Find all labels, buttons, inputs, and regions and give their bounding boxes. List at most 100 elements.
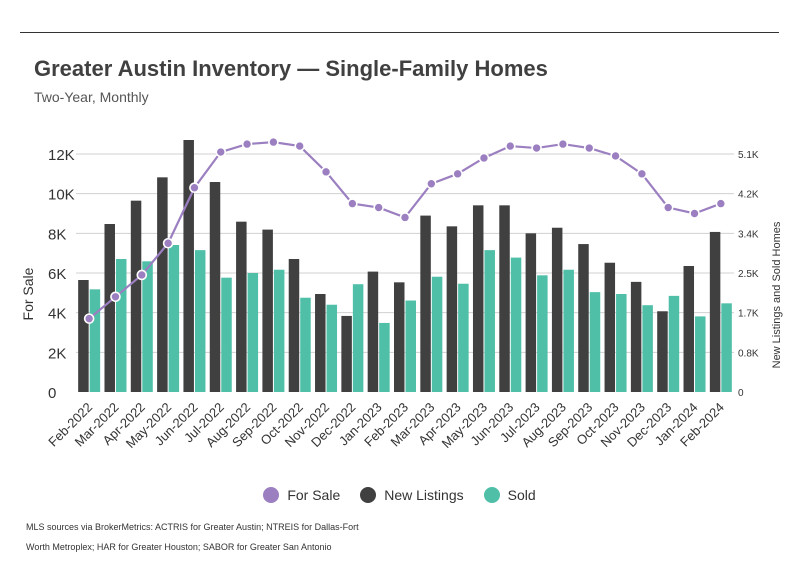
bar-new-listings (183, 140, 194, 392)
bar-new-listings (288, 259, 300, 392)
bar-sold (537, 275, 548, 392)
bar-sold (326, 304, 338, 392)
point-for-sale (268, 136, 279, 148)
point-for-sale (136, 269, 148, 281)
bar-sold (221, 277, 232, 392)
bar-sold (194, 250, 206, 392)
footnote-line-2: Worth Metroplex; HAR for Greater Houston… (26, 542, 332, 552)
legend-item-new-listings[interactable]: New Listings (360, 487, 464, 503)
page-title: Greater Austin Inventory — Single-Family… (34, 56, 548, 81)
bar-sold (510, 257, 522, 392)
point-for-sale (689, 208, 700, 219)
legend-label-new-listings: New Listings (384, 487, 464, 503)
bar-new-listings (551, 227, 563, 392)
chart-legend: For Sale New Listings Sold (0, 487, 799, 503)
point-for-sale (241, 138, 253, 150)
bar-sold (115, 259, 127, 392)
point-for-sale (504, 140, 516, 152)
point-for-sale (110, 291, 121, 303)
y-left-tick-label: 6K (48, 266, 66, 283)
bar-sold (484, 250, 495, 392)
point-for-sale (347, 198, 358, 209)
legend-label-for-sale: For Sale (287, 487, 341, 503)
bar-sold (695, 316, 706, 392)
bar-sold (616, 294, 627, 392)
point-for-sale (294, 140, 306, 152)
point-for-sale (83, 313, 95, 324)
bar-new-listings (657, 311, 668, 392)
y-right-axis-title: New Listings and Sold Homes (771, 221, 783, 368)
point-for-sale (531, 142, 542, 154)
bar-new-listings (525, 233, 537, 392)
bar-sold (721, 303, 732, 392)
y-right-tick-label: 0 (738, 388, 744, 399)
bar-sold (273, 269, 285, 392)
footnote-line-1: MLS sources via BrokerMetrics: ACTRIS fo… (26, 522, 359, 532)
page-subtitle: Two-Year, Monthly (34, 89, 149, 105)
point-for-sale (610, 150, 621, 162)
bar-sold (168, 245, 180, 392)
bar-new-listings (130, 200, 142, 392)
bar-sold (563, 269, 574, 392)
bar-new-listings (367, 271, 379, 392)
point-for-sale (636, 168, 648, 180)
point-for-sale (557, 138, 569, 150)
point-for-sale (162, 237, 174, 249)
bar-sold (431, 276, 443, 392)
y-right-tick-label: 4.2K (738, 190, 759, 201)
y-left-axis-title: For Sale (20, 267, 36, 320)
bar-sold (668, 295, 680, 392)
bar-sold (247, 273, 259, 392)
y-right-tick-label: 1.7K (738, 309, 759, 320)
point-for-sale (399, 212, 411, 223)
legend-swatch-new-listings (360, 487, 377, 503)
bar-new-listings (683, 266, 695, 392)
point-for-sale (662, 202, 674, 213)
bar-new-listings (104, 224, 115, 392)
bar-sold (142, 261, 153, 392)
bar-sold (458, 283, 469, 392)
top-rule (20, 32, 779, 33)
y-left-tick-label: 8K (48, 226, 66, 243)
point-for-sale (215, 146, 227, 158)
bar-sold (405, 300, 416, 392)
bar-sold (300, 297, 311, 392)
legend-swatch-sold (483, 487, 500, 503)
y-right-tick-label: 2.5K (738, 269, 759, 280)
y-right-tick-label: 5.1K (738, 150, 759, 161)
bar-new-listings (446, 226, 458, 392)
y-right-tick-label: 0.8K (738, 348, 759, 359)
bar-new-listings (604, 262, 616, 392)
y-left-tick-label: 4K (48, 306, 66, 323)
point-for-sale (452, 168, 463, 180)
y-right-tick-label: 3.4K (738, 229, 759, 240)
point-for-sale (189, 182, 200, 194)
bar-sold (642, 305, 653, 392)
legend-label-sold: Sold (507, 487, 536, 503)
point-for-sale (478, 152, 490, 164)
legend-item-sold[interactable]: Sold (483, 487, 536, 503)
bar-new-listings (315, 294, 326, 392)
y-left-tick-label: 0 (48, 385, 56, 402)
chart-canvas: 0 0 2K 0.8K 4K 1.7K 6K 2.5K 8K 3.4K 10K 4.2K 12K 5.1K… (20, 136, 783, 451)
point-for-sale (715, 198, 727, 209)
point-for-sale (320, 166, 332, 178)
point-for-sale (583, 142, 595, 154)
legend-item-for-sale[interactable]: For Sale (263, 487, 340, 503)
y-left-tick-label: 12K (48, 147, 75, 164)
bar-new-listings (420, 215, 431, 392)
bar-new-listings (709, 231, 721, 392)
y-left-tick-label: 2K (48, 345, 66, 362)
bar-new-listings (499, 205, 510, 392)
point-for-sale (426, 178, 437, 190)
bar-new-listings (578, 244, 589, 392)
bar-new-listings (209, 182, 221, 392)
bar-sold (352, 284, 364, 392)
bar-new-listings (472, 205, 484, 392)
bar-new-listings (157, 177, 168, 392)
bar-new-listings (78, 280, 89, 392)
bar-new-listings (394, 282, 405, 392)
y-left-tick-label: 10K (48, 187, 75, 204)
legend-swatch-for-sale (263, 487, 280, 503)
point-for-sale (373, 202, 384, 213)
